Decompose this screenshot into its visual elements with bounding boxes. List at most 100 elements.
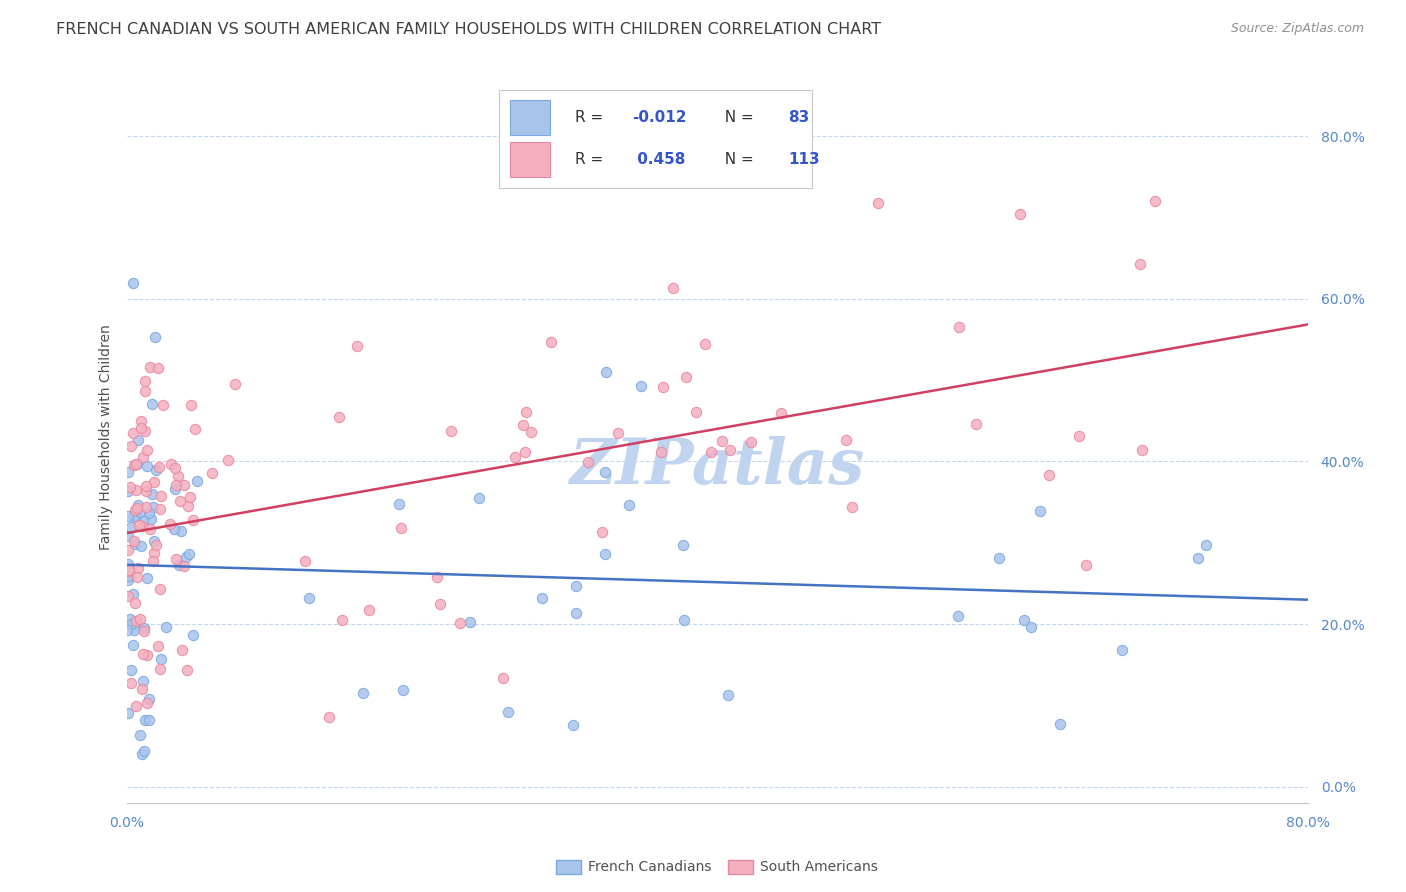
Point bbox=[515, 405, 537, 419]
Point bbox=[134, 425, 156, 439]
Point bbox=[132, 621, 155, 635]
Point bbox=[122, 587, 145, 601]
Point bbox=[122, 458, 145, 472]
Point bbox=[700, 444, 723, 458]
Point bbox=[170, 524, 193, 538]
Point bbox=[565, 579, 588, 593]
Point bbox=[148, 460, 170, 475]
Point bbox=[595, 547, 617, 561]
Point bbox=[176, 663, 198, 677]
Point bbox=[160, 457, 183, 471]
Point bbox=[181, 513, 204, 527]
Point bbox=[155, 620, 177, 634]
FancyBboxPatch shape bbox=[510, 100, 550, 135]
Point bbox=[117, 589, 139, 603]
Point bbox=[118, 563, 141, 577]
Point bbox=[120, 519, 142, 533]
Text: Source: ZipAtlas.com: Source: ZipAtlas.com bbox=[1230, 22, 1364, 36]
Point bbox=[769, 406, 792, 420]
Point bbox=[318, 710, 340, 724]
Point bbox=[651, 380, 673, 394]
Point bbox=[201, 467, 224, 481]
Point bbox=[125, 500, 148, 515]
Point bbox=[122, 509, 145, 524]
Point bbox=[183, 627, 205, 641]
Text: FRENCH CANADIAN VS SOUTH AMERICAN FAMILY HOUSEHOLDS WITH CHILDREN CORRELATION CH: FRENCH CANADIAN VS SOUTH AMERICAN FAMILY… bbox=[56, 22, 882, 37]
Point bbox=[121, 425, 143, 440]
Point bbox=[120, 676, 142, 690]
Point bbox=[224, 377, 246, 392]
Point bbox=[565, 606, 588, 620]
Point bbox=[169, 493, 191, 508]
Point bbox=[143, 546, 166, 560]
Point bbox=[117, 509, 139, 524]
Point bbox=[131, 647, 153, 661]
Point bbox=[173, 559, 195, 574]
Point bbox=[139, 512, 162, 526]
Point bbox=[173, 477, 195, 491]
Point bbox=[540, 335, 562, 350]
Point bbox=[512, 417, 534, 432]
Point bbox=[142, 475, 165, 489]
Text: 113: 113 bbox=[787, 152, 820, 167]
Point bbox=[131, 674, 153, 689]
Point bbox=[710, 434, 733, 449]
Point bbox=[134, 384, 156, 398]
Point bbox=[131, 681, 153, 696]
Point bbox=[562, 717, 585, 731]
Point bbox=[127, 561, 149, 575]
Point bbox=[146, 639, 169, 653]
Point bbox=[988, 551, 1011, 566]
Point bbox=[180, 398, 202, 412]
Point bbox=[120, 617, 142, 632]
Point bbox=[136, 571, 159, 585]
Point bbox=[149, 652, 172, 666]
Point bbox=[117, 466, 139, 480]
Text: R =: R = bbox=[575, 110, 609, 125]
Point bbox=[129, 421, 152, 435]
Point bbox=[174, 550, 197, 565]
Point bbox=[1028, 504, 1050, 518]
Point bbox=[1067, 429, 1090, 443]
Point bbox=[685, 405, 707, 419]
Point bbox=[866, 196, 889, 211]
Point bbox=[129, 505, 152, 519]
Point bbox=[650, 444, 672, 458]
FancyBboxPatch shape bbox=[510, 142, 550, 177]
Point bbox=[138, 691, 160, 706]
Point bbox=[141, 487, 163, 501]
Point bbox=[595, 365, 617, 379]
Point bbox=[948, 608, 970, 623]
Point bbox=[662, 281, 685, 295]
Point bbox=[1144, 194, 1167, 209]
Point bbox=[127, 617, 149, 632]
Point bbox=[124, 483, 146, 497]
Point bbox=[1049, 717, 1071, 731]
Point bbox=[835, 433, 858, 447]
Point bbox=[1130, 443, 1153, 458]
Point bbox=[132, 624, 155, 639]
Point bbox=[122, 534, 145, 549]
Point bbox=[125, 457, 148, 471]
Point bbox=[593, 465, 616, 479]
Point bbox=[129, 414, 152, 428]
Point bbox=[346, 339, 368, 353]
Point bbox=[186, 474, 208, 488]
Point bbox=[1008, 206, 1031, 220]
Point bbox=[136, 696, 159, 710]
Point bbox=[118, 569, 141, 583]
Point bbox=[458, 615, 481, 630]
Point bbox=[184, 422, 207, 436]
Point bbox=[297, 591, 319, 606]
Point bbox=[496, 705, 519, 719]
Point bbox=[131, 513, 153, 527]
Text: N =: N = bbox=[714, 152, 758, 167]
Point bbox=[352, 686, 374, 700]
Point bbox=[125, 699, 148, 714]
Point bbox=[118, 480, 141, 494]
Point bbox=[141, 397, 163, 411]
Point bbox=[513, 445, 536, 459]
Point bbox=[135, 479, 157, 493]
Point bbox=[675, 369, 697, 384]
Point bbox=[1014, 613, 1036, 627]
